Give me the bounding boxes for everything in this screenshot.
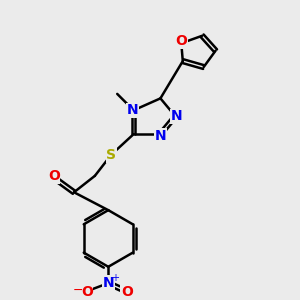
Text: N: N [171,109,183,123]
Text: −: − [73,284,83,296]
Text: O: O [48,169,60,183]
Text: O: O [176,34,187,48]
Text: N: N [126,103,138,117]
Text: S: S [106,148,116,162]
Text: O: O [121,284,133,298]
Text: N: N [103,276,114,290]
Text: +: + [111,273,119,283]
Text: N: N [154,129,166,142]
Text: O: O [81,284,93,298]
